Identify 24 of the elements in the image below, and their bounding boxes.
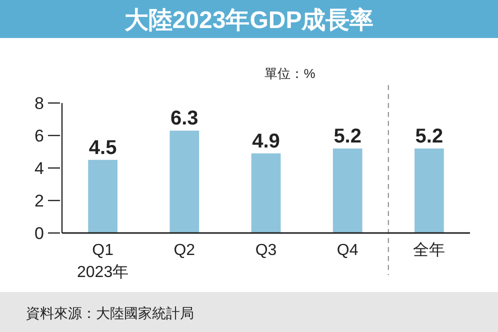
bar (332, 148, 362, 233)
y-axis-title: 單位：% (264, 66, 316, 81)
bar (251, 153, 281, 233)
bar (414, 148, 444, 233)
y-tick-label: 6 (34, 126, 44, 146)
data-label: 4.5 (88, 136, 117, 159)
data-label: 6.3 (170, 108, 198, 130)
y-tick-label: 8 (34, 94, 44, 113)
y-tick-label: 0 (34, 224, 44, 243)
source-note: 資料來源：大陸國家統計局 (26, 305, 194, 321)
x-tick-label: Q2 (174, 242, 196, 259)
y-tick-label: 2 (34, 192, 44, 210)
x-tick-label: 全年 (413, 242, 446, 259)
chart-title: 大陸2023年GDP成長率 (124, 7, 374, 34)
y-tick-label: 4 (34, 159, 44, 178)
data-label: 4.9 (252, 130, 280, 152)
x-tick-label: Q4 (336, 242, 358, 259)
bar (88, 160, 118, 233)
x-tick-label: Q3 (255, 242, 277, 259)
data-label: 5.2 (415, 126, 444, 148)
x-tick-label: Q1 (92, 242, 114, 259)
text: 2023年 (77, 264, 129, 281)
data-label: 5.2 (334, 126, 362, 148)
bar (170, 130, 200, 233)
